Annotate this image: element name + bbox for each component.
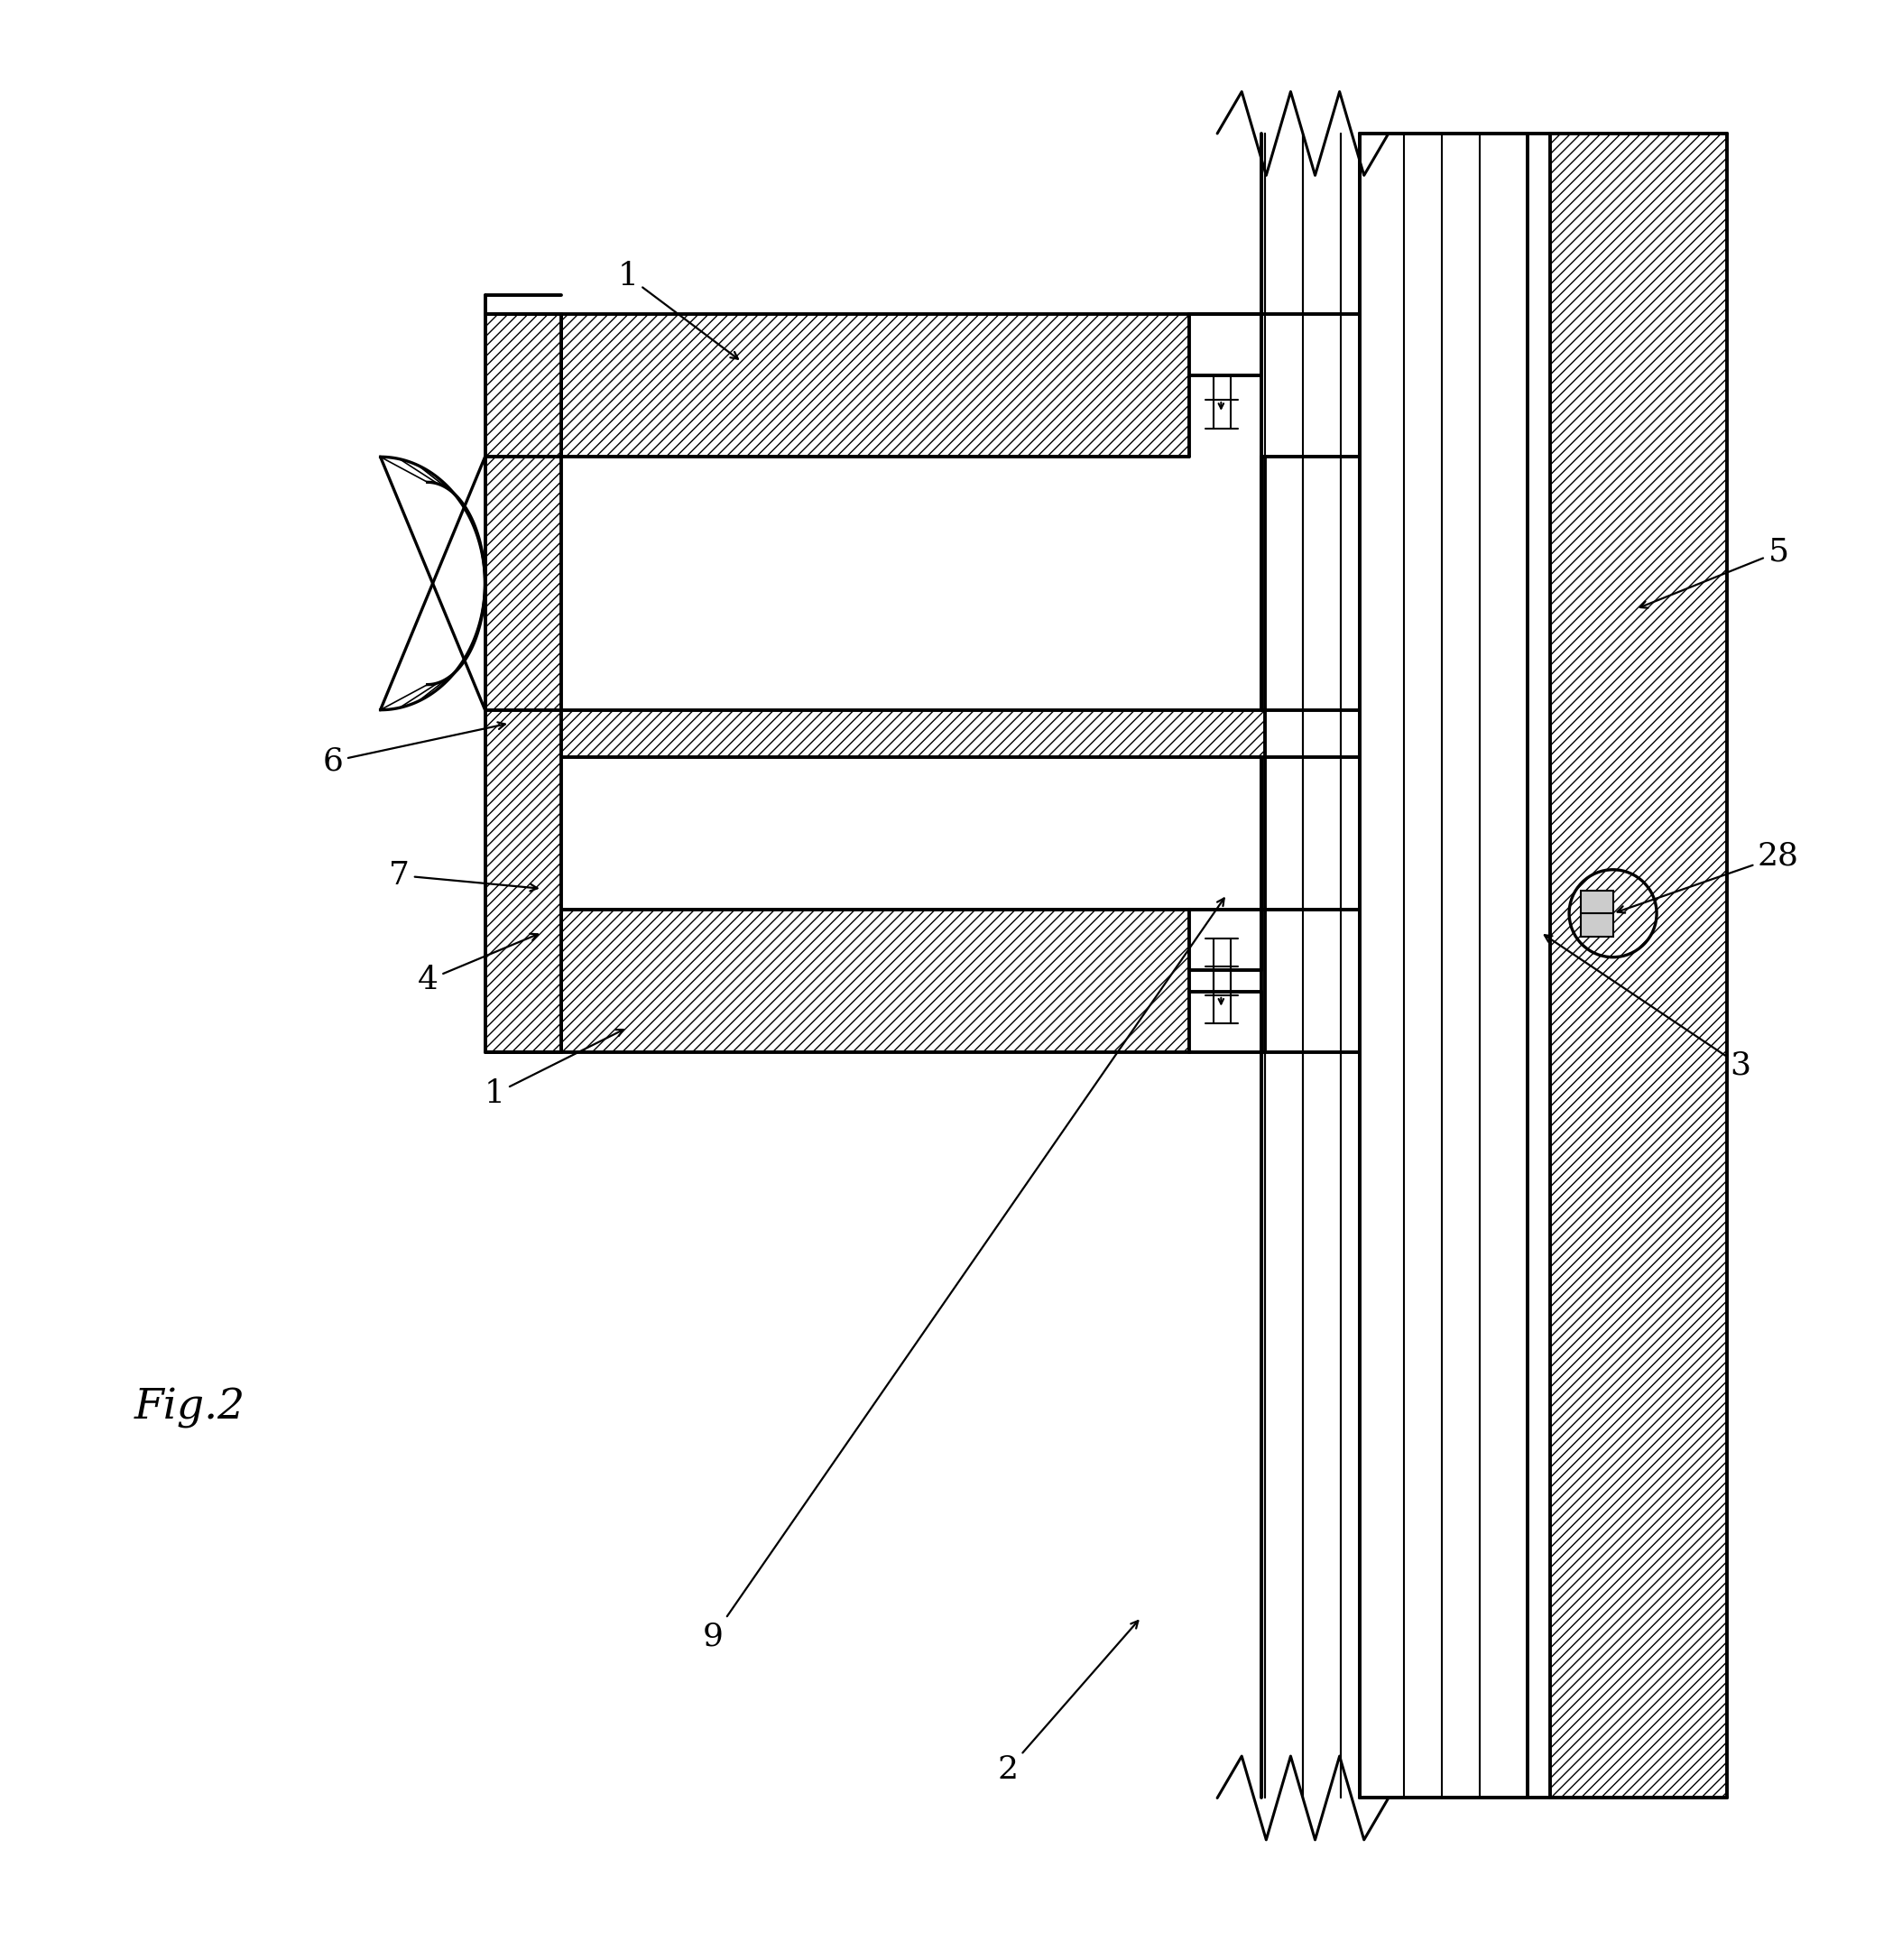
Bar — [485, 314, 561, 1053]
Text: 1: 1 — [485, 1029, 624, 1109]
Text: 4: 4 — [418, 933, 538, 996]
Bar — [1581, 890, 1613, 937]
Text: 28: 28 — [1617, 841, 1799, 913]
Text: Fig.2: Fig.2 — [135, 1388, 245, 1429]
Text: 5: 5 — [1640, 537, 1788, 608]
Text: 2: 2 — [999, 1621, 1137, 1786]
Text: 9: 9 — [704, 898, 1225, 1652]
Bar — [561, 710, 1265, 757]
Text: 3: 3 — [1544, 935, 1750, 1082]
Text: 7: 7 — [390, 860, 538, 892]
Bar — [561, 314, 1189, 457]
Bar — [561, 909, 1189, 1053]
Text: 6: 6 — [323, 721, 506, 776]
Bar — [1550, 133, 1727, 1797]
Text: 1: 1 — [618, 261, 738, 359]
